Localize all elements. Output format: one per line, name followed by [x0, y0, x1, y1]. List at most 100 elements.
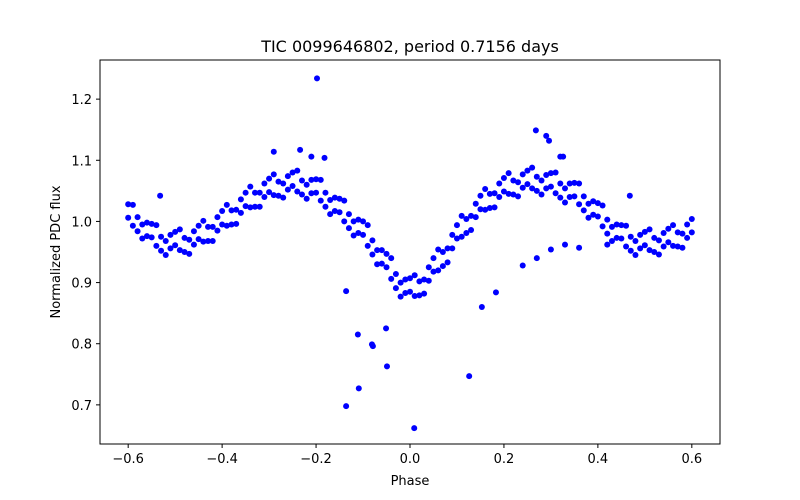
data-point [275, 192, 282, 199]
data-point [237, 196, 244, 203]
data-point [219, 221, 226, 228]
data-point [623, 243, 630, 250]
data-point [435, 267, 442, 274]
data-point [660, 230, 667, 237]
data-point [294, 167, 301, 174]
data-point [604, 216, 611, 223]
outlier-point [321, 154, 328, 161]
data-point [500, 188, 507, 195]
data-point [505, 170, 512, 177]
data-point [608, 223, 615, 230]
data-point [284, 186, 291, 193]
data-point [444, 259, 451, 266]
data-point [176, 247, 183, 254]
data-point [402, 276, 409, 283]
data-point [519, 184, 526, 191]
data-point [275, 178, 282, 185]
data-point [519, 171, 526, 178]
data-point [627, 247, 634, 254]
data-point [148, 234, 155, 241]
outlier-point [604, 241, 611, 248]
data-point [129, 201, 136, 208]
outlier-point [297, 146, 304, 153]
data-point [153, 242, 160, 249]
data-point [322, 189, 329, 196]
outlier-point [308, 153, 315, 160]
data-point [261, 193, 268, 200]
outlier-point [343, 288, 350, 295]
data-point [125, 214, 132, 221]
y-tick-label: 0.9 [71, 277, 92, 292]
data-point [566, 180, 573, 187]
data-point [350, 218, 357, 225]
data-point [594, 200, 601, 207]
data-point [308, 190, 315, 197]
data-point [383, 264, 390, 271]
data-point [613, 234, 620, 241]
data-point [463, 215, 470, 222]
data-point [172, 228, 179, 235]
data-point [411, 272, 418, 279]
data-point [679, 230, 686, 237]
data-point [524, 167, 531, 174]
data-point [500, 175, 507, 182]
data-point [190, 241, 197, 248]
data-point [543, 171, 550, 178]
data-point [158, 233, 165, 240]
outlier-point [519, 262, 526, 269]
data-point [468, 212, 475, 219]
data-point [510, 177, 517, 184]
data-point [378, 260, 385, 267]
data-point [228, 207, 235, 214]
data-point [270, 171, 277, 178]
data-point [477, 206, 484, 213]
data-point [515, 193, 522, 200]
data-point [360, 218, 367, 225]
data-point [345, 225, 352, 232]
data-point [223, 222, 230, 229]
data-point [430, 255, 437, 262]
data-point [439, 249, 446, 255]
data-point [684, 234, 691, 241]
data-point [449, 245, 456, 252]
data-point [562, 199, 568, 206]
data-point [435, 246, 442, 253]
data-point [143, 219, 150, 226]
data-point [637, 231, 644, 238]
x-tick-label: 0.4 [588, 452, 609, 467]
data-point [580, 207, 587, 214]
data-point [242, 203, 249, 210]
data-point [505, 190, 512, 197]
data-point [576, 201, 583, 208]
data-point [313, 189, 320, 196]
data-point [158, 247, 165, 254]
data-point [364, 242, 371, 249]
data-point [453, 222, 460, 229]
data-point [425, 277, 432, 284]
data-point [491, 190, 498, 197]
data-point [571, 193, 578, 200]
outlier-point [562, 241, 568, 248]
data-point [562, 185, 568, 192]
data-point [533, 187, 540, 194]
data-point [186, 236, 193, 243]
data-point [209, 223, 216, 230]
data-point [660, 243, 667, 250]
data-point [486, 190, 493, 197]
data-point [547, 170, 554, 177]
data-point [674, 229, 681, 236]
data-point [665, 225, 672, 232]
data-point [360, 231, 367, 238]
data-point [336, 209, 343, 216]
data-point [463, 230, 470, 237]
data-point [482, 186, 489, 193]
data-point [317, 176, 324, 183]
data-point [256, 189, 263, 196]
data-point [331, 208, 338, 215]
data-point [655, 237, 662, 244]
data-point [576, 180, 583, 187]
data-point [195, 236, 202, 243]
data-point [369, 237, 376, 244]
